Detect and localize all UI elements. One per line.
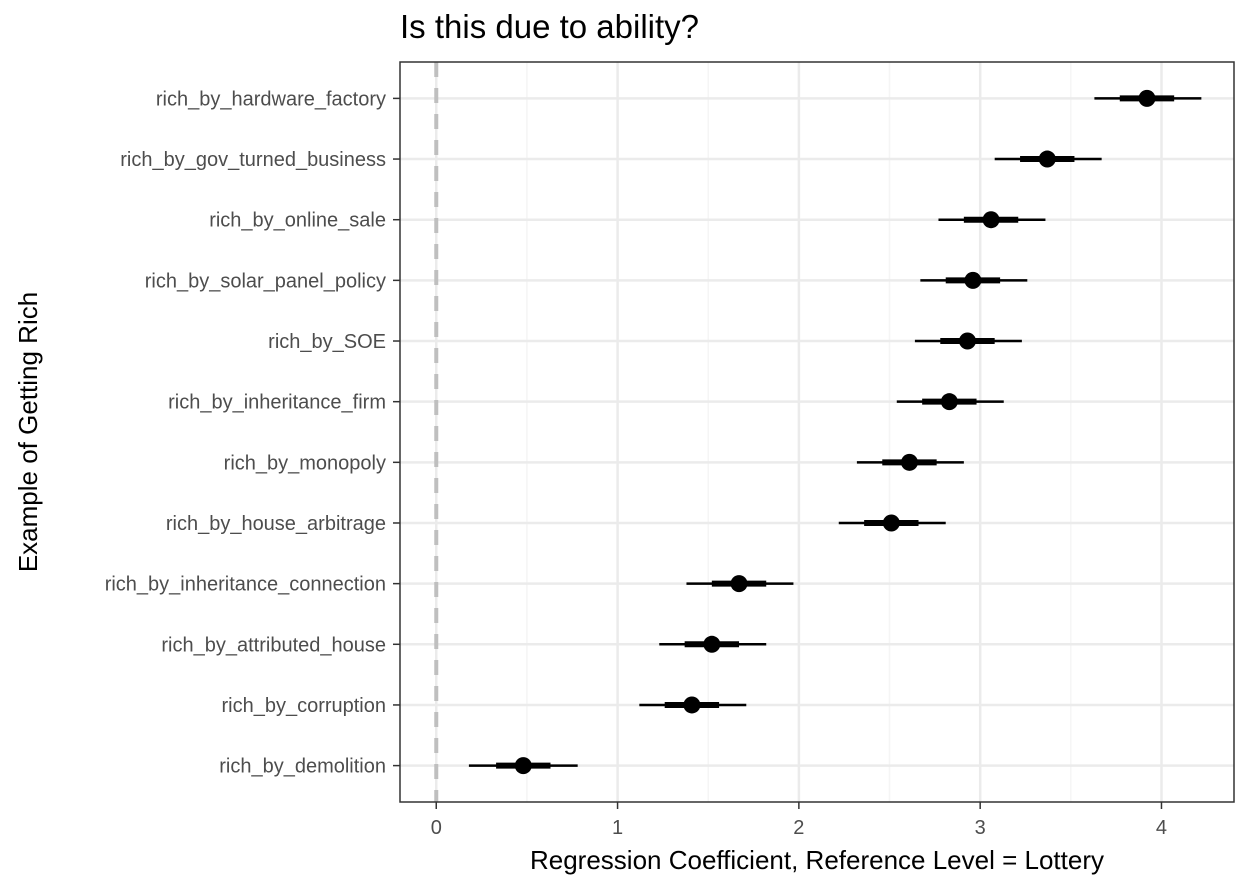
y-tick-label: rich_by_online_sale [209, 210, 386, 232]
point-estimate [1138, 89, 1156, 107]
y-tick-label: rich_by_house_arbitrage [166, 513, 386, 535]
point-estimate [958, 332, 976, 350]
point-estimate [1038, 150, 1056, 168]
point-estimate [683, 696, 701, 714]
plot-panel [400, 62, 1234, 802]
y-tick-label: rich_by_gov_turned_business [120, 149, 386, 171]
point-estimate [703, 635, 721, 653]
point-estimate [982, 211, 1000, 229]
x-tick-label: 3 [975, 817, 986, 839]
chart-title: Is this due to ability? [400, 8, 699, 45]
y-tick-label: rich_by_solar_panel_policy [145, 270, 386, 292]
x-tick-label: 2 [793, 817, 804, 839]
y-tick-label: rich_by_inheritance_firm [168, 392, 386, 414]
grid-minor [526, 62, 1072, 802]
point-estimate [882, 514, 900, 532]
y-tick-label: rich_by_SOE [268, 331, 386, 353]
x-axis-title: Regression Coefficient, Reference Level … [530, 845, 1104, 875]
y-axis: rich_by_hardware_factory rich_by_gov_turn… [105, 88, 400, 778]
y-tick-label: rich_by_monopoly [224, 452, 386, 474]
x-tick-label: 0 [431, 817, 442, 839]
point-estimate [964, 271, 982, 289]
y-tick-label: rich_by_attributed_house [161, 634, 386, 656]
point-estimate [514, 757, 532, 775]
x-tick-label: 1 [612, 817, 623, 839]
y-tick-label: rich_by_hardware_factory [156, 88, 386, 110]
x-tick-label: 4 [1156, 817, 1167, 839]
point-estimate [940, 393, 958, 411]
y-tick-label: rich_by_inheritance_connection [105, 574, 386, 596]
y-tick-label: rich_by_corruption [221, 695, 386, 717]
coefficient-marks [468, 89, 1202, 775]
x-axis: 0 1 2 3 4 [431, 802, 1167, 839]
y-tick-label: rich_by_demolition [219, 756, 386, 778]
point-estimate [730, 575, 748, 593]
y-axis-title: Example of Getting Rich [13, 292, 43, 572]
point-estimate [900, 453, 918, 471]
grid-major [400, 62, 1234, 802]
plot-panel-border [399, 61, 1235, 803]
